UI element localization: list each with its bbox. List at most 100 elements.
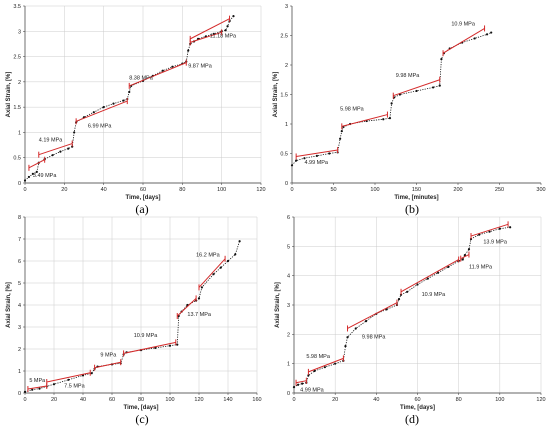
- chart-d-ytick-label-3: 3: [287, 303, 290, 309]
- chart-a-point-7: [59, 150, 62, 153]
- chart-a-data-line: [24, 15, 234, 181]
- chart-c-ytick-label-7: 7: [18, 237, 21, 243]
- chart-a-ytick-label-5: 2.5: [13, 55, 21, 61]
- chart-a-xtick-label-1: 20: [61, 187, 67, 193]
- chart-d-point-16: [397, 298, 401, 301]
- chart-c-fit-line-3: [123, 341, 176, 354]
- chart-b-panel-letter: (b): [405, 202, 419, 216]
- chart-b-point-24: [485, 33, 489, 36]
- chart-c-point-16: [168, 344, 172, 347]
- chart-d-point-22: [447, 265, 450, 268]
- chart-b-point-6: [339, 137, 342, 140]
- chart-c-stage-label-1: 7.5 MPa: [64, 384, 85, 390]
- chart-d-xtick-label-1: 20: [332, 397, 338, 403]
- chart-b-data-line: [291, 32, 492, 166]
- chart-b-ylabel: Axial Strain, [%]: [273, 72, 279, 118]
- chart-c-point-7: [90, 372, 93, 375]
- chart-a-fit-line-2: [75, 100, 128, 122]
- chart-b-fit-line-0: [296, 149, 338, 157]
- chart-b-stage-label-2: 9.98 MPa: [396, 73, 420, 79]
- chart-a-xtick-label-6: 120: [256, 187, 265, 193]
- chart-c-point-26: [226, 259, 230, 263]
- chart-d-fit-line-5: [470, 223, 509, 237]
- chart-d-xtick-label-4: 80: [456, 397, 462, 403]
- chart-a-point-15: [112, 102, 115, 105]
- chart-c-xtick-label-7: 140: [223, 397, 232, 403]
- chart-c-point-28: [238, 240, 241, 243]
- chart-c-xtick-label-3: 60: [109, 397, 115, 403]
- chart-b-xtick-label-6: 300: [536, 187, 545, 193]
- chart-a-ytick-label-6: 3: [18, 29, 21, 35]
- chart-a-point-34: [226, 25, 229, 28]
- chart-d-stage-label-1: 5.98 MPa: [306, 354, 330, 360]
- chart-a-ylabel: Axial Strain, [%]: [6, 72, 12, 118]
- chart-c-ytick-label-8: 8: [18, 215, 21, 221]
- chart-c-fit-line-5: [198, 258, 226, 288]
- chart-d-fit-line-0: [295, 380, 307, 384]
- chart-a-fit-line-1: [38, 143, 73, 156]
- chart-b-fit-line-3: [442, 27, 485, 54]
- chart-b-ytick-label-6: 3: [285, 4, 288, 10]
- chart-b-ytick-label-5: 2.5: [280, 34, 288, 40]
- chart-c-xtick-label-1: 20: [51, 397, 57, 403]
- panel-c: 0 20 40 60 80 100 120 140 160 0 1 2 3 4 5 6 7 8 Time, [day…: [6, 215, 262, 426]
- chart-d-point-31: [509, 226, 512, 229]
- chart-d-ytick-label-2: 2: [287, 332, 290, 338]
- chart-c-point-24: [212, 273, 215, 276]
- chart-a-point-3: [35, 170, 38, 173]
- chart-d-fit-line-2: [347, 302, 398, 329]
- chart-a-point-23: [171, 65, 174, 68]
- chart-a-point-18: [128, 90, 131, 94]
- chart-c-point-22: [197, 297, 201, 300]
- chart-b-point-3: [315, 154, 318, 157]
- chart-d-fit-line-3: [400, 259, 459, 293]
- chart-b-point-12: [388, 117, 392, 120]
- chart-c-ytick-label-0: 0: [18, 391, 21, 397]
- chart-a-xtick-label-2: 40: [101, 187, 107, 193]
- chart-d-point-12: [364, 320, 368, 323]
- chart-b-point-19: [440, 58, 443, 61]
- chart-c-point-17: [176, 343, 179, 346]
- chart-d-xtick-label-6: 120: [536, 397, 545, 403]
- chart-d-point-26: [467, 248, 471, 251]
- chart-a-point-36: [232, 15, 235, 18]
- chart-d-ytick-label-0: 0: [287, 391, 290, 397]
- chart-d-point-18: [406, 290, 409, 293]
- chart-c-point-4: [52, 383, 56, 386]
- chart-c-ylabel: Axial Strain, [%]: [6, 282, 12, 328]
- chart-b-fit-line-1: [341, 114, 388, 127]
- chart-b-xtick-label-5: 250: [495, 187, 504, 193]
- chart-d-fit-line-4: [460, 254, 470, 260]
- chart-d-point-10: [346, 336, 349, 339]
- chart-a-ytick-label-1: 0.5: [13, 156, 21, 162]
- chart-a-xtick-label-4: 80: [179, 187, 185, 193]
- chart-d-ytick-label-1: 1: [287, 362, 290, 368]
- chart-b-point-0: [290, 164, 294, 167]
- chart-d-point-30: [498, 227, 501, 230]
- chart-d-point-24: [461, 258, 464, 261]
- chart-c-stage-label-4: 13.7 MPa: [187, 312, 211, 318]
- panel-a: 0 20 40 60 80 100 120 0 0.5 1 1.5 2 2.5 3 3.5 Time, [da…: [6, 4, 266, 216]
- chart-d-point-2: [301, 382, 304, 385]
- chart-d-xtick-label-2: 40: [373, 397, 379, 403]
- chart-b-stage-label-0: 4.99 MPa: [304, 160, 328, 166]
- chart-d-ytick-label-5: 5: [287, 244, 290, 250]
- chart-b-point-11: [382, 118, 385, 121]
- chart-c-point-15: [154, 346, 157, 349]
- chart-a-xlabel: Time, [days]: [126, 195, 161, 201]
- chart-a-point-13: [92, 111, 95, 114]
- chart-b-point-1: [295, 159, 298, 162]
- chart-a-ytick-label-7: 3.5: [13, 4, 21, 10]
- chart-c-ytick-label-2: 2: [18, 347, 21, 353]
- panel-d: 0 20 40 60 80 100 120 0 1 2 3 4 5 6 Time, [days] Axial …: [275, 215, 546, 426]
- chart-d-point-25: [463, 254, 466, 257]
- chart-a-fit-line-4: [190, 31, 222, 43]
- chart-d-point-7: [334, 362, 337, 365]
- chart-c-point-0: [23, 390, 27, 393]
- chart-a-stage-label-3: 8.38 MPa: [129, 75, 153, 81]
- chart-a-xtick-label-3: 60: [140, 187, 146, 193]
- chart-d-stage-label-3: 10.9 MPa: [422, 292, 446, 298]
- chart-c-point-25: [219, 266, 222, 269]
- chart-a-fit-line-5: [189, 18, 230, 40]
